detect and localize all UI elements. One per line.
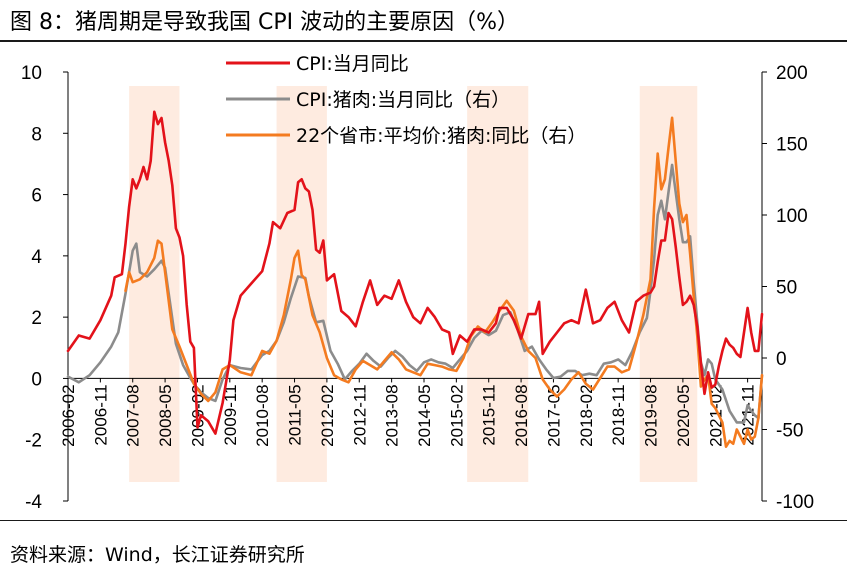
legend-pork-price-label: 22个省市:平均价:猪肉:同比（右）	[296, 125, 586, 147]
x-tick-label: 2012-02	[318, 384, 337, 446]
left-y-tick-label: 6	[31, 186, 42, 207]
right-y-tick-label: 50	[776, 278, 797, 299]
x-tick-label: 2021-11	[739, 384, 758, 445]
x-tick-label: 2015-11	[480, 384, 499, 445]
x-tick-label: 2020-05	[674, 384, 693, 446]
x-tick-label: 2021-02	[706, 384, 725, 446]
x-tick-label: 2012-11	[350, 384, 369, 445]
x-tick-label: 2014-05	[415, 384, 434, 446]
right-y-tick-label: 200	[776, 63, 808, 84]
legend-cpi-label: CPI:当月同比	[296, 53, 409, 75]
shaded-period-3	[467, 86, 529, 482]
right-y-tick-label: -100	[776, 492, 814, 513]
title-divider	[0, 40, 847, 42]
x-tick-label: 2011-05	[286, 384, 305, 445]
right-y-tick-labels: -100 -50 0 50 100 150 200	[776, 63, 814, 513]
right-y-tick-label: 150	[776, 135, 808, 156]
x-tick-label: 2018-11	[609, 384, 628, 445]
legend-pork-cpi-label: CPI:猪肉:当月同比（右）	[296, 89, 510, 111]
left-y-tick-label: 4	[31, 247, 42, 268]
left-y-tick-label: 0	[31, 369, 42, 390]
footer-divider	[0, 520, 847, 521]
legend: CPI:当月同比 CPI:猪肉:当月同比（右） 22个省市:平均价:猪肉:同比（右）	[226, 53, 586, 147]
x-tick-label: 2006-11	[91, 384, 110, 445]
left-y-tick-label: -2	[25, 431, 42, 452]
axes	[63, 71, 767, 502]
x-tick-label: 2015-02	[447, 384, 466, 446]
series-lines	[66, 110, 764, 448]
left-y-tick-label: 2	[31, 308, 42, 329]
right-y-tick-label: -50	[776, 421, 803, 442]
x-tick-label: 2017-05	[544, 384, 563, 446]
shaded-period-1	[129, 86, 180, 482]
left-y-tick-label: -4	[25, 492, 42, 513]
left-y-tick-labels: -4 -2 0 2 4 6 8 10	[21, 63, 43, 513]
x-tick-label: 2009-11	[221, 384, 240, 445]
x-tick-label: 2013-08	[383, 384, 402, 446]
x-tick-label: 2006-02	[59, 384, 78, 446]
left-y-tick-label: 10	[21, 63, 42, 84]
right-y-tick-label: 100	[776, 206, 808, 227]
right-y-tick-label: 0	[776, 349, 787, 370]
x-tick-label: 2010-08	[253, 384, 272, 446]
x-tick-label: 2007-08	[124, 384, 143, 446]
left-y-tick-label: 8	[31, 124, 42, 145]
x-tick-label: 2019-08	[642, 384, 661, 446]
shaded-period-2	[276, 86, 327, 482]
x-tick-label: 2016-08	[512, 384, 531, 446]
x-tick-labels: 2006-02 2006-11 2007-08 2008-05 2009-02 2009-…	[59, 384, 758, 446]
x-tick-label: 2018-02	[577, 384, 596, 446]
source-note: 资料来源：Wind，长江证券研究所	[10, 544, 305, 566]
cpi-line	[66, 110, 764, 435]
x-tick-label: 2008-05	[156, 384, 175, 446]
chart-title: 图 8：猪周期是导致我国 CPI 波动的主要原因（%）	[10, 10, 519, 35]
